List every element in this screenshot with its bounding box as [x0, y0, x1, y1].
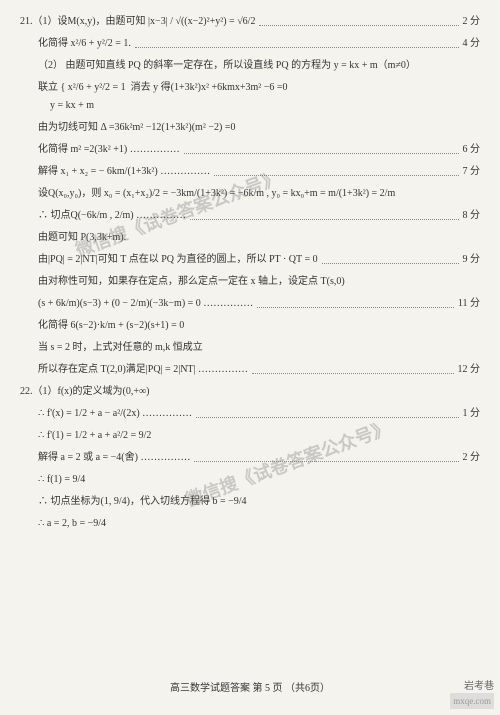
q21-solve: 解得 x₁ + x₂ = − 6km/(1+3k²) …………… 7 分 [20, 164, 480, 180]
score: 2 分 [463, 450, 481, 466]
q21-setq: 设Q(x₀,y₀)，则 x₀ = (x₁+x₂)/2 = −3km/(1+3k²… [20, 186, 480, 202]
q22-ab: ∴ a = 2, b = −9/4 [20, 516, 480, 532]
dots [184, 146, 459, 154]
text: ∴ f'(x) = 1/2 + a − a²/(2x) …………… [38, 406, 192, 422]
dots [252, 366, 453, 374]
q21-simplify2: 化简得 m² =2(3k² +1) …………… 6 分 [20, 142, 480, 158]
text: 解得 x₁ + x₂ = − 6km/(1+3k²) …………… [38, 164, 210, 180]
q22-domain: 22.（1）f(x)的定义域为(0,+∞) [20, 384, 480, 400]
q21-pq: 由|PQ| = 2|NT|可知 T 点在以 PQ 为直径的圆上，所以 PT · … [20, 252, 480, 268]
text: 由题可知 P(3,3k+m). [38, 230, 126, 246]
dots [135, 40, 459, 48]
text: y = kx + m [50, 98, 94, 114]
corner-url: mxqe.com [450, 693, 494, 709]
text: 解得 a = 2 或 a = −4(舍) …………… [38, 450, 190, 466]
q21-symmetry: 由对称性可知，如果存在定点，那么定点一定在 x 轴上，设定点 T(s,0) [20, 274, 480, 290]
text: 当 s = 2 时，上式对任意的 m,k 恒成立 [38, 340, 203, 356]
text: 化简得 m² =2(3k² +1) …………… [38, 142, 180, 158]
score: 6 分 [463, 142, 481, 158]
text: （2） 由题可知直线 PQ 的斜率一定存在，所以设直线 PQ 的方程为 y = … [38, 58, 416, 74]
dots [257, 300, 454, 308]
q22-tangent-point: ∴ 切点坐标为(1, 9/4)，代入切线方程得 b = −9/4 [20, 494, 480, 510]
q22-f1: ∴ f(1) = 9/4 [20, 472, 480, 488]
text: ∴ 切点坐标为(1, 9/4)，代入切线方程得 b = −9/4 [38, 494, 247, 510]
text: 设Q(x₀,y₀)，则 x₀ = (x₁+x₂)/2 = −3km/(1+3k²… [38, 186, 395, 202]
score: 4 分 [463, 36, 481, 52]
q22-derivative: ∴ f'(x) = 1/2 + a − a²/(2x) …………… 1 分 [20, 406, 480, 422]
eq-top: 联立 { x²/6 + y²/2 = 1 [38, 82, 126, 93]
text: 化简得 x²/6 + y²/2 = 1. [38, 36, 131, 52]
text: 22.（1）f(x)的定义域为(0,+∞) [20, 384, 149, 400]
q21-eq: (s + 6k/m)(s−3) + (0 − 2/m)(−3k−m) = 0 …… [20, 296, 480, 312]
text: ∴ f'(1) = 1/2 + a + a²/2 = 9/2 [38, 428, 151, 444]
q21-part2-setup: （2） 由题可知直线 PQ 的斜率一定存在，所以设直线 PQ 的方程为 y = … [20, 58, 480, 74]
text: 21.（1）设M(x,y)，由题可知 |x−3| / √((x−2)²+y²) … [20, 14, 255, 30]
dots [194, 454, 458, 462]
score: 7 分 [463, 164, 481, 180]
q21-delta: 由为切线可知 Δ =36k²m² −12(1+3k²)(m² −2) =0 [20, 120, 480, 136]
text: ∴ 切点Q(−6k/m , 2/m) …………… [38, 208, 186, 224]
text: 所以存在定点 T(2,0)满足|PQ| = 2|NT| …………… [38, 362, 248, 378]
text: 由|PQ| = 2|NT|可知 T 点在以 PQ 为直径的圆上，所以 PT · … [38, 252, 318, 268]
q21-system-b: y = kx + m [20, 98, 480, 114]
dots [214, 168, 458, 176]
q22-fprime1: ∴ f'(1) = 1/2 + a + a²/2 = 9/2 [20, 428, 480, 444]
score: 12 分 [458, 362, 481, 378]
text: 联立 { x²/6 + y²/2 = 1 消去 y 得(1+3k²)x² +6k… [38, 80, 288, 96]
dots [190, 212, 458, 220]
dots [259, 18, 458, 26]
text: 化简得 6(s−2)·k/m + (s−2)(s+1) = 0 [38, 318, 184, 334]
text: (s + 6k/m)(s−3) + (0 − 2/m)(−3k−m) = 0 …… [38, 296, 253, 312]
score: 2 分 [463, 14, 481, 30]
eq-result: 消去 y 得(1+3k²)x² +6kmx+3m² −6 =0 [131, 82, 288, 93]
q21-system: 联立 { x²/6 + y²/2 = 1 消去 y 得(1+3k²)x² +6k… [20, 80, 480, 96]
q22-solve-a: 解得 a = 2 或 a = −4(舍) …………… 2 分 [20, 450, 480, 466]
text: ∴ a = 2, b = −9/4 [38, 516, 106, 532]
q21-simplify3: 化简得 6(s−2)·k/m + (s−2)(s+1) = 0 [20, 318, 480, 334]
score: 11 分 [458, 296, 480, 312]
q21-tangent: ∴ 切点Q(−6k/m , 2/m) …………… 8 分 [20, 208, 480, 224]
q21-simplify: 化简得 x²/6 + y²/2 = 1. 4 分 [20, 36, 480, 52]
score: 8 分 [463, 208, 481, 224]
dots [196, 410, 458, 418]
score: 9 分 [463, 252, 481, 268]
q21-part1-line1: 21.（1）设M(x,y)，由题可知 |x−3| / √((x−2)²+y²) … [20, 14, 480, 30]
page-footer: 高三数学试题答案 第 5 页 （共6页） [0, 681, 500, 697]
text: 由为切线可知 Δ =36k²m² −12(1+3k²)(m² −2) =0 [38, 120, 235, 136]
text: ∴ f(1) = 9/4 [38, 472, 85, 488]
q21-s2: 当 s = 2 时，上式对任意的 m,k 恒成立 [20, 340, 480, 356]
score: 1 分 [463, 406, 481, 422]
text: 由对称性可知，如果存在定点，那么定点一定在 x 轴上，设定点 T(s,0) [38, 274, 345, 290]
q21-p: 由题可知 P(3,3k+m). [20, 230, 480, 246]
q21-final: 所以存在定点 T(2,0)满足|PQ| = 2|NT| …………… 12 分 [20, 362, 480, 378]
dots [322, 256, 459, 264]
